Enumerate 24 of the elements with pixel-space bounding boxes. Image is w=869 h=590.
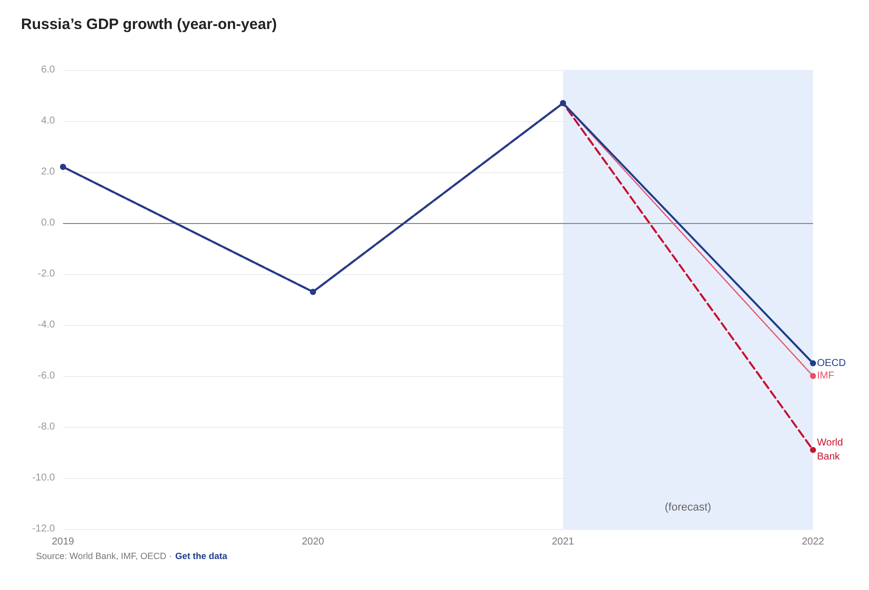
- source-note: Source: World Bank, IMF, OECD ·: [36, 551, 172, 561]
- y-tick-label: -10.0: [32, 472, 56, 484]
- y-tick-label: -2.0: [38, 268, 56, 280]
- point: [810, 446, 816, 453]
- y-tick-label: 4.0: [41, 116, 56, 126]
- y-tick-label: -8.0: [38, 422, 56, 432]
- text: Get the data: [175, 551, 228, 561]
- y-tick-label: 6.0: [41, 64, 56, 76]
- y-tick-label: 0.0: [41, 218, 56, 228]
- x-tick-label: 2021: [552, 536, 575, 548]
- point: [810, 360, 816, 366]
- point: [810, 373, 816, 379]
- series-label: OECD: [817, 358, 846, 369]
- chart-title: Russia’s GDP growth (year-on-year): [21, 16, 277, 33]
- y-tick-label: -6.0: [38, 370, 56, 382]
- x-tick-label: 2020: [302, 536, 325, 548]
- series-label: World Bank: [817, 437, 843, 462]
- band-label: (forecast): [664, 502, 712, 514]
- y-tick-label: -4.0: [38, 320, 56, 330]
- series-label: IMF: [817, 370, 834, 382]
- y-tick-label: -12.0: [32, 524, 56, 534]
- y-tick-label: 2.0: [41, 166, 56, 178]
- x-tick-label: 2022: [802, 536, 825, 548]
- x-tick-label: 2019: [52, 536, 75, 548]
